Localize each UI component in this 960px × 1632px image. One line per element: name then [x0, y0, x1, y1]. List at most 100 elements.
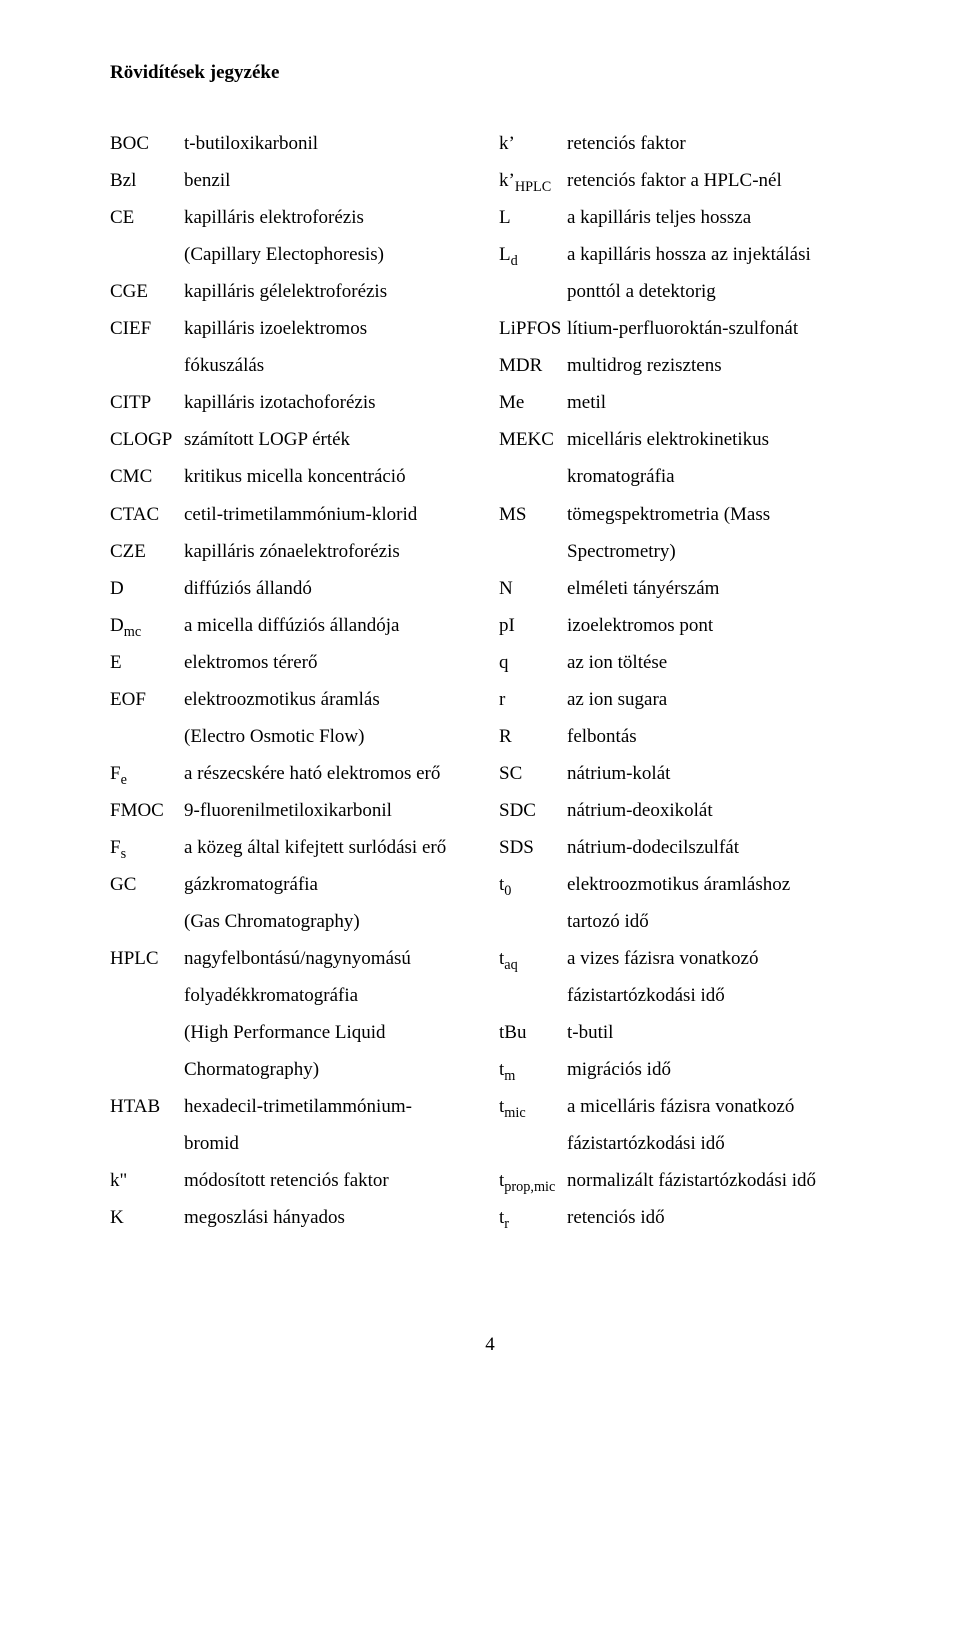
abbr-row: CLOGPszámított LOGP érték	[110, 421, 481, 458]
abbr-row: CEkapilláris elektroforézis	[110, 199, 481, 236]
abbr-row: CIEFkapilláris izoelektromos	[110, 310, 481, 347]
definition: kromatográfia	[567, 458, 870, 495]
abbr: CTAC	[110, 496, 184, 533]
abbr-row: Lda kapilláris hossza az injektálási	[499, 236, 870, 273]
abbr: HPLC	[110, 940, 184, 977]
abbr-row: raz ion sugara	[499, 681, 870, 718]
definition: bromid	[184, 1125, 481, 1162]
abbr: CITP	[110, 384, 184, 421]
abbr: r	[499, 681, 567, 718]
definition: normalizált fázistartózkodási idő	[567, 1162, 870, 1199]
definition: t-butil	[567, 1014, 870, 1051]
abbr-row: tmmigrációs idő	[499, 1051, 870, 1088]
abbr-sub: HPLC	[515, 179, 551, 195]
abbr-row: t0elektroozmotikus áramláshoz	[499, 866, 870, 903]
definition: benzil	[184, 162, 481, 199]
abbr-row: Nelméleti tányérszám	[499, 570, 870, 607]
abbr-row: CZEkapilláris zónaelektroforézis	[110, 533, 481, 570]
abbr: BOC	[110, 125, 184, 162]
definition: micelláris elektrokinetikus	[567, 421, 870, 458]
definition: elektromos térerő	[184, 644, 481, 681]
abbr-row: GCgázkromatográfia	[110, 866, 481, 903]
abbr: t0	[499, 866, 567, 903]
abbr-continuation: kromatográfia	[499, 458, 870, 495]
abbr-continuation: Chormatography)	[110, 1051, 481, 1088]
definition: kritikus micella koncentráció	[184, 458, 481, 495]
abbr: tmic	[499, 1088, 567, 1125]
abbr: D	[110, 570, 184, 607]
abbr-row: k’HPLCretenciós faktor a HPLC-nél	[499, 162, 870, 199]
abbr: E	[110, 644, 184, 681]
abbr-row: HPLCnagyfelbontású/nagynyomású	[110, 940, 481, 977]
abbr-continuation: Spectrometry)	[499, 533, 870, 570]
page-number: 4	[110, 1326, 870, 1363]
abbr-sub: mc	[124, 623, 141, 639]
definition: kapilláris zónaelektroforézis	[184, 533, 481, 570]
abbr: CE	[110, 199, 184, 236]
abbr: CMC	[110, 458, 184, 495]
abbr-base: k’	[499, 170, 515, 191]
page-title: Rövidítések jegyzéke	[110, 54, 870, 91]
abbr-sub: d	[511, 253, 518, 269]
abbr-continuation: fókuszálás	[110, 347, 481, 384]
definition: gázkromatográfia	[184, 866, 481, 903]
abbr: R	[499, 718, 567, 755]
abbr: k’	[499, 125, 567, 162]
definition: nátrium-kolát	[567, 755, 870, 792]
abbr-row: qaz ion töltése	[499, 644, 870, 681]
abbr-continuation: (Capillary Electophoresis)	[110, 236, 481, 273]
abbr-row: La kapilláris teljes hossza	[499, 199, 870, 236]
abbr-row: SDCnátrium-deoxikolát	[499, 792, 870, 829]
abbr: K	[110, 1199, 184, 1236]
abbr-row: Eelektromos térerő	[110, 644, 481, 681]
abbr: MS	[499, 496, 567, 533]
definition: nátrium-dodecilszulfát	[567, 829, 870, 866]
abbr-sub: e	[121, 772, 127, 788]
abbr-row: pIizoelektromos pont	[499, 607, 870, 644]
definition: nagyfelbontású/nagynyomású	[184, 940, 481, 977]
abbr-row: CMCkritikus micella koncentráció	[110, 458, 481, 495]
abbr: Ld	[499, 236, 567, 273]
definition: kapilláris izotachoforézis	[184, 384, 481, 421]
definition: a közeg által kifejtett surlódási erő	[184, 829, 481, 866]
definition: kapilláris izoelektromos	[184, 310, 481, 347]
definition: 9-fluorenilmetiloxikarbonil	[184, 792, 481, 829]
abbr: tr	[499, 1199, 567, 1236]
abbr-row: BOCt-butiloxikarbonil	[110, 125, 481, 162]
abbr: CZE	[110, 533, 184, 570]
definition: megoszlási hányados	[184, 1199, 481, 1236]
abbr: q	[499, 644, 567, 681]
definition: számított LOGP érték	[184, 421, 481, 458]
definition: (High Performance Liquid	[184, 1014, 481, 1051]
definition: elméleti tányérszám	[567, 570, 870, 607]
abbr-row: Ddiffúziós állandó	[110, 570, 481, 607]
abbr-row: SDSnátrium-dodecilszulfát	[499, 829, 870, 866]
definition: ponttól a detektorig	[567, 273, 870, 310]
abbr-continuation: tartozó idő	[499, 903, 870, 940]
definition: retenciós faktor	[567, 125, 870, 162]
definition: elektroozmotikus áramláshoz	[567, 866, 870, 903]
abbr: k"	[110, 1162, 184, 1199]
abbr: Bzl	[110, 162, 184, 199]
abbr: k’HPLC	[499, 162, 567, 199]
abbr: SDS	[499, 829, 567, 866]
definition: nátrium-deoxikolát	[567, 792, 870, 829]
abbr-row: MStömegspektrometria (Mass	[499, 496, 870, 533]
abbr-row: EOFelektroozmotikus áramlás	[110, 681, 481, 718]
definition: felbontás	[567, 718, 870, 755]
definition: tartozó idő	[567, 903, 870, 940]
abbr-row: Bzlbenzil	[110, 162, 481, 199]
definition: fázistartózkodási idő	[567, 977, 870, 1014]
abbr-row: Fea részecskére ható elektromos erő	[110, 755, 481, 792]
definition: retenciós faktor a HPLC-nél	[567, 162, 870, 199]
definition: metil	[567, 384, 870, 421]
abbr-continuation: folyadékkromatográfia	[110, 977, 481, 1014]
abbr-row: Fs a közeg által kifejtett surlódási erő	[110, 829, 481, 866]
two-columns: BOCt-butiloxikarbonil Bzlbenzil CEkapill…	[110, 125, 870, 1236]
abbr: CIEF	[110, 310, 184, 347]
abbr-row: MEKCmicelláris elektrokinetikus	[499, 421, 870, 458]
abbr-base: F	[110, 837, 121, 858]
abbr-continuation: ponttól a detektorig	[499, 273, 870, 310]
abbr-continuation: fázistartózkodási idő	[499, 1125, 870, 1162]
abbr-sub: s	[121, 846, 127, 862]
